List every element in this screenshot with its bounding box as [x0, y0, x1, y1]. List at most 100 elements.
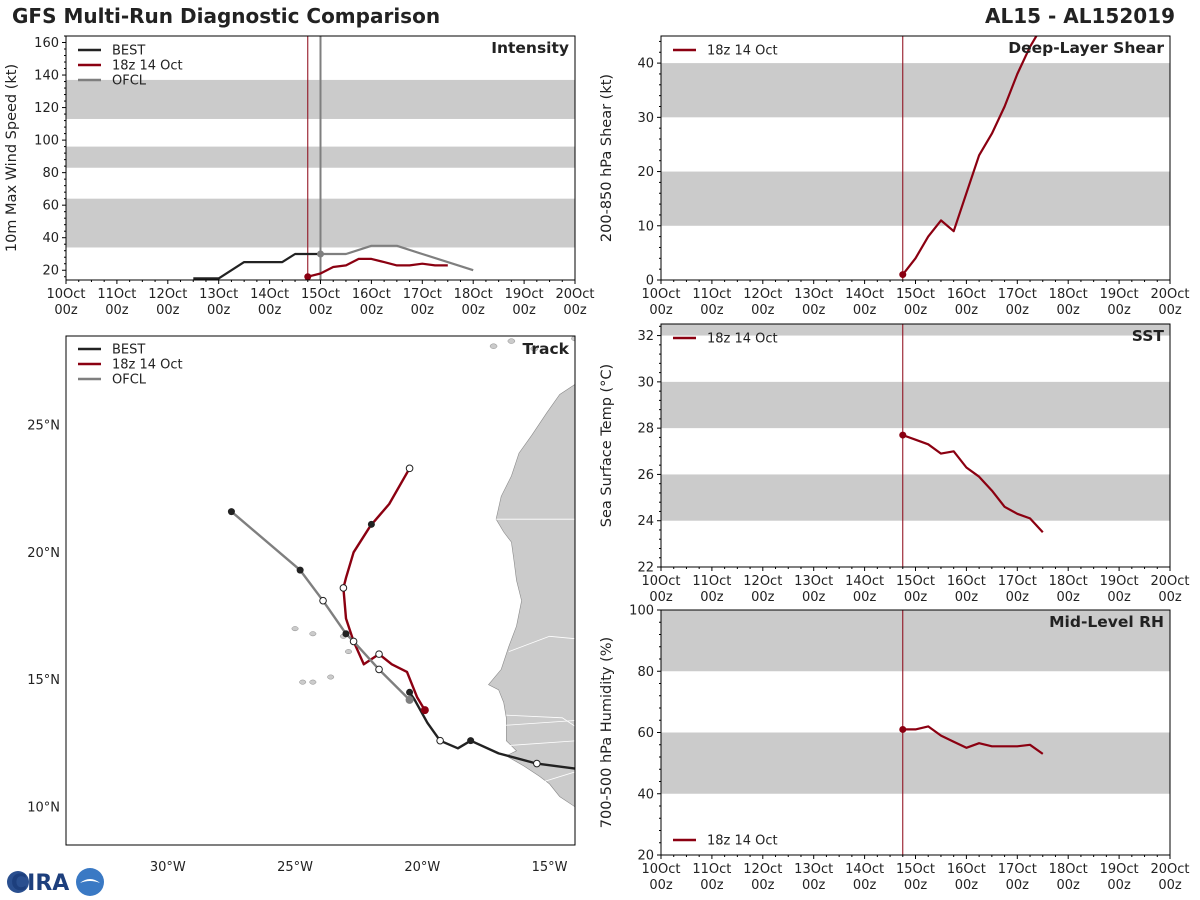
- sst-xtick-day: 12Oct: [743, 574, 782, 589]
- intensity-ytick-label: 140: [34, 69, 59, 84]
- shear-legend-label: 18z 14 Oct: [707, 44, 778, 59]
- shear-xtick-day: 12Oct: [743, 287, 782, 302]
- shear-ylabel: 200-850 hPa Shear (kt): [599, 74, 615, 242]
- sst-xtick-hour: 00z: [802, 590, 826, 605]
- track-line-ofcl: [230, 510, 411, 701]
- island-canary-2: [507, 338, 516, 344]
- track-point-ofcl: [349, 637, 358, 646]
- sst-legend-label: 18z 14 Oct: [707, 332, 778, 347]
- track-point-best: [467, 737, 475, 745]
- sst-xtick-hour: 00z: [1107, 590, 1131, 605]
- rh-series-18z-14-oct: [902, 725, 1044, 755]
- track-point-best: [406, 688, 414, 696]
- sst-band-1: [661, 381, 1170, 429]
- shear-xtick-hour: 00z: [1006, 303, 1030, 318]
- track-panel: 30°W 25°W 20°W 15°W 10°N 15°N 20°N 25°N Track BES…: [27, 329, 576, 875]
- intensity-ytick-label: 120: [34, 101, 59, 116]
- intensity-legend-label: BEST: [112, 44, 145, 59]
- island-cape-verde-6: [299, 679, 307, 685]
- country-border-5: [506, 714, 575, 727]
- rh-xtick-hour: 00z: [751, 878, 775, 893]
- sst-xtick-hour: 00z: [853, 590, 877, 605]
- track-legend-label: 18z 14 Oct: [112, 358, 183, 373]
- csu-seal-icon: [76, 868, 104, 896]
- sst-xtick-day: 19Oct: [1100, 574, 1139, 589]
- rh-legend-label: 18z 14 Oct: [707, 834, 778, 849]
- track-point-ofcl: [342, 630, 350, 638]
- shear-xtick-hour: 00z: [751, 303, 775, 318]
- shear-series-18z-14-oct: [901, 36, 1038, 276]
- track-point-18z-14-oct: [367, 520, 375, 528]
- track-lon-label: 30°W: [150, 860, 186, 875]
- island-canary-0: [470, 329, 477, 334]
- intensity-xtick-day: 20Oct: [555, 287, 594, 302]
- intensity-xtick-hour: 00z: [309, 303, 333, 318]
- intensity-ytick-label: 40: [42, 231, 59, 246]
- rh-xtick-hour: 00z: [649, 878, 673, 893]
- intensity-title: Intensity: [491, 39, 569, 57]
- rh-panel: 2040608010010Oct00z11Oct00z12Oct00z13Oct…: [599, 604, 1190, 894]
- intensity-start-point-1: [304, 273, 312, 281]
- track-point-18z-14-oct: [420, 706, 429, 715]
- intensity-ytick-label: 100: [34, 134, 59, 149]
- shear-xtick-hour: 00z: [700, 303, 724, 318]
- cira-logo: CIRA: [7, 868, 104, 896]
- intensity-ylabel: 10m Max Wind Speed (kt): [4, 64, 20, 252]
- sst-xtick-hour: 00z: [955, 590, 979, 605]
- track-frame: [65, 335, 576, 846]
- rh-xtick-day: 16Oct: [947, 862, 986, 877]
- track-point-ofcl: [375, 665, 383, 674]
- rh-xtick-day: 20Oct: [1150, 862, 1189, 877]
- figure-title: GFS Multi-Run Diagnostic Comparison: [12, 4, 441, 28]
- globe-icon: [7, 871, 29, 893]
- track-point-18z-14-oct: [405, 464, 414, 473]
- sst-ytick-label: 26: [637, 468, 654, 483]
- sst-title: SST: [1132, 327, 1165, 345]
- intensity-xtick-hour: 00z: [105, 303, 129, 318]
- rh-ylabel: 700-500 hPa Humidity (%): [599, 637, 615, 828]
- intensity-xtick-hour: 00z: [563, 303, 587, 318]
- shear-xtick-hour: 00z: [802, 303, 826, 318]
- intensity-xtick-day: 19Oct: [505, 287, 544, 302]
- intensity-xtick-hour: 00z: [462, 303, 486, 318]
- shear-ytick-label: 10: [637, 219, 654, 234]
- island-canary-4: [571, 336, 575, 342]
- track-lon-label: 25°W: [277, 860, 313, 875]
- intensity-series-ofcl: [320, 244, 474, 272]
- track-title: Track: [523, 340, 570, 358]
- island-cape-verde-3: [345, 649, 352, 655]
- shear-plot-area: [661, 36, 1170, 280]
- intensity-xtick-hour: 00z: [411, 303, 435, 318]
- intensity-xtick-day: 17Oct: [403, 287, 442, 302]
- intensity-xtick-day: 14Oct: [250, 287, 289, 302]
- intensity-xtick-hour: 00z: [258, 303, 282, 318]
- sst-ytick-label: 22: [637, 561, 654, 576]
- rh-start-point-0: [899, 725, 907, 733]
- land-west-africa: [488, 336, 575, 845]
- rh-xtick-day: 13Oct: [794, 862, 833, 877]
- country-border-3: [506, 740, 575, 747]
- country-border-2: [503, 720, 575, 726]
- sst-plot-area: [661, 324, 1170, 567]
- rh-xtick-hour: 00z: [1006, 878, 1030, 893]
- shear-xtick-day: 17Oct: [998, 287, 1037, 302]
- sst-frame: [660, 323, 1171, 568]
- shear-xtick-day: 10Oct: [641, 287, 680, 302]
- island-cape-verde-1: [309, 631, 317, 637]
- intensity-xtick-hour: 00z: [360, 303, 384, 318]
- sst-xtick-hour: 00z: [1006, 590, 1030, 605]
- track-plot-area: [227, 329, 575, 845]
- intensity-xtick-hour: 00z: [512, 303, 536, 318]
- intensity-series-18z-14-oct: [307, 257, 448, 278]
- intensity-xtick-hour: 00z: [156, 303, 180, 318]
- storm-id-label: AL15 - AL152019: [985, 4, 1175, 28]
- rh-xtick-hour: 00z: [700, 878, 724, 893]
- shear-ytick-label: 0: [646, 274, 654, 289]
- shear-xtick-day: 16Oct: [947, 287, 986, 302]
- shear-xtick-day: 11Oct: [692, 287, 731, 302]
- rh-ytick-label: 80: [637, 665, 654, 680]
- sst-xtick-day: 15Oct: [896, 574, 935, 589]
- intensity-panel: 2040608010012014016010Oct00z11Oct00z12Oc…: [4, 35, 595, 318]
- intensity-xtick-day: 18Oct: [454, 287, 493, 302]
- track-lat-label: 10°N: [27, 800, 60, 815]
